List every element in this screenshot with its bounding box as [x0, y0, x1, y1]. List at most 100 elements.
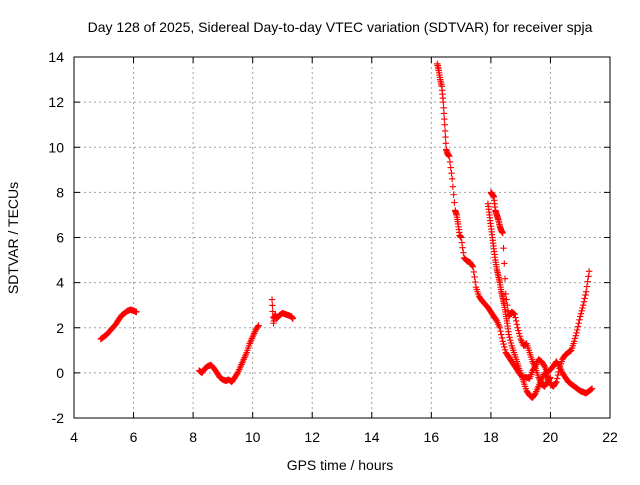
data-point	[442, 133, 449, 141]
data-point	[588, 385, 596, 392]
data-point	[515, 327, 522, 334]
data-point	[501, 275, 509, 282]
data-point	[571, 335, 579, 342]
data-point	[555, 368, 562, 375]
data-point	[457, 234, 465, 241]
data-point	[504, 301, 511, 309]
data-point	[513, 317, 520, 325]
data-point	[133, 308, 140, 316]
data-point	[459, 244, 466, 251]
data-point	[499, 229, 506, 237]
data-point	[547, 374, 554, 381]
data-point	[553, 378, 560, 386]
data-point	[440, 104, 447, 111]
data-point	[501, 343, 508, 351]
series-segment-1	[97, 306, 140, 343]
series-segment-6	[487, 189, 554, 390]
grid-lines	[74, 57, 610, 418]
data-point	[446, 153, 453, 160]
data-point	[448, 169, 455, 177]
y-tick-label: 10	[48, 139, 64, 155]
data-points	[97, 60, 596, 401]
x-tick-label: 22	[602, 429, 618, 445]
data-point	[584, 278, 591, 285]
data-point	[503, 296, 510, 303]
data-point	[500, 340, 507, 348]
data-point	[506, 334, 513, 341]
data-point	[585, 273, 592, 280]
data-point	[440, 98, 447, 106]
data-point	[501, 260, 508, 267]
data-point	[531, 391, 539, 398]
data-point	[497, 327, 504, 335]
data-point	[575, 320, 582, 327]
x-axis-ticks: 4 6 8 10 12 14 16 18 20 22	[70, 57, 618, 445]
data-point	[233, 370, 241, 378]
data-point	[501, 346, 509, 353]
data-point	[269, 302, 276, 309]
data-point	[514, 324, 521, 331]
x-tick-label: 16	[424, 429, 440, 445]
data-point	[441, 115, 448, 123]
series-segment-2	[195, 322, 262, 386]
data-point	[576, 316, 583, 324]
data-point	[507, 336, 514, 344]
series-segment-5	[484, 200, 593, 401]
data-point	[268, 296, 276, 303]
data-point	[578, 307, 585, 315]
data-point	[574, 326, 581, 334]
x-tick-label: 6	[130, 429, 138, 445]
data-point	[588, 386, 595, 393]
data-point	[581, 295, 588, 302]
x-tick-label: 12	[304, 429, 320, 445]
data-point	[546, 375, 553, 382]
data-point	[572, 332, 579, 339]
data-point	[580, 301, 587, 309]
y-tick-label: 4	[56, 275, 64, 291]
chart-title: Day 128 of 2025, Sidereal Day-to-day VTE…	[88, 19, 593, 35]
data-point	[582, 288, 590, 295]
data-point	[516, 333, 524, 340]
x-tick-label: 20	[543, 429, 559, 445]
data-point	[505, 331, 512, 338]
data-point	[471, 273, 478, 281]
y-tick-label: 2	[56, 320, 64, 336]
data-point	[469, 262, 476, 269]
data-point	[469, 263, 477, 271]
data-point	[447, 164, 454, 171]
x-tick-label: 8	[189, 429, 197, 445]
data-point	[510, 310, 518, 317]
data-point	[507, 339, 515, 347]
data-point	[552, 379, 559, 387]
data-point	[587, 386, 594, 393]
data-point	[448, 175, 456, 183]
data-point	[449, 183, 457, 190]
x-tick-label: 18	[483, 429, 499, 445]
data-point	[458, 239, 466, 246]
data-point	[574, 323, 582, 330]
y-axis-ticks: -2 0 2 4 6 8 10 12 14	[48, 49, 610, 426]
data-point	[450, 191, 457, 198]
y-axis-title: SDTVAR / TECUs	[5, 182, 21, 294]
data-point	[254, 323, 262, 330]
data-point	[460, 249, 467, 256]
data-point	[553, 375, 561, 382]
data-point	[440, 110, 448, 117]
data-point	[554, 371, 562, 379]
y-tick-label: 8	[56, 184, 64, 200]
data-point	[451, 199, 458, 206]
y-tick-label: 0	[56, 365, 64, 381]
data-point	[492, 316, 500, 324]
y-tick-label: 14	[48, 49, 64, 65]
x-tick-label: 4	[70, 429, 78, 445]
data-point	[500, 245, 507, 252]
data-point	[510, 309, 517, 317]
series-segment-4	[434, 60, 596, 397]
data-point	[446, 158, 454, 166]
data-point	[255, 322, 262, 329]
data-point	[498, 334, 506, 342]
data-point	[441, 127, 449, 135]
data-point	[289, 315, 297, 322]
data-point	[515, 330, 523, 337]
